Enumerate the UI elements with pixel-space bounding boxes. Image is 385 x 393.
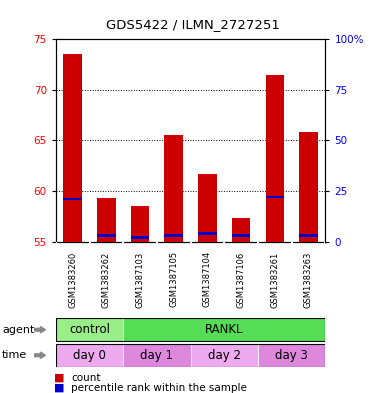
Text: count: count	[71, 373, 101, 383]
Bar	[64, 198, 82, 200]
Text: GSM1383260: GSM1383260	[68, 251, 77, 308]
Bar	[97, 198, 115, 242]
Text: ■: ■	[54, 373, 64, 383]
Bar	[123, 343, 191, 367]
Text: time: time	[2, 350, 27, 360]
Bar	[164, 136, 183, 242]
Bar	[266, 196, 284, 198]
Bar	[258, 343, 325, 367]
Bar	[131, 206, 149, 242]
Text: GSM1387103: GSM1387103	[136, 251, 144, 308]
Text: control: control	[69, 323, 110, 336]
Bar	[164, 234, 183, 237]
Bar	[123, 318, 325, 342]
Text: agent: agent	[2, 325, 34, 335]
Bar	[131, 236, 149, 239]
Bar	[64, 55, 82, 242]
Bar	[56, 318, 123, 342]
Text: GSM1383262: GSM1383262	[102, 251, 111, 308]
Text: GSM1383263: GSM1383263	[304, 251, 313, 308]
Bar	[198, 232, 217, 235]
Text: percentile rank within the sample: percentile rank within the sample	[71, 383, 247, 393]
Bar	[97, 234, 115, 237]
Bar	[299, 234, 318, 237]
Text: GSM1387105: GSM1387105	[169, 252, 178, 307]
Bar	[232, 234, 250, 237]
Text: GSM1383261: GSM1383261	[270, 251, 279, 308]
Bar	[232, 219, 250, 242]
Bar	[198, 174, 217, 242]
Text: day 1: day 1	[141, 349, 173, 362]
Text: GSM1387106: GSM1387106	[237, 251, 246, 308]
Text: day 3: day 3	[275, 349, 308, 362]
Bar	[56, 343, 123, 367]
Text: RANKL: RANKL	[205, 323, 243, 336]
Text: ■: ■	[54, 383, 64, 393]
Text: GDS5422 / ILMN_2727251: GDS5422 / ILMN_2727251	[105, 18, 280, 31]
Bar	[191, 343, 258, 367]
Text: day 2: day 2	[208, 349, 241, 362]
Bar	[299, 132, 318, 242]
Text: GSM1387104: GSM1387104	[203, 252, 212, 307]
Bar	[266, 75, 284, 242]
Text: day 0: day 0	[73, 349, 106, 362]
